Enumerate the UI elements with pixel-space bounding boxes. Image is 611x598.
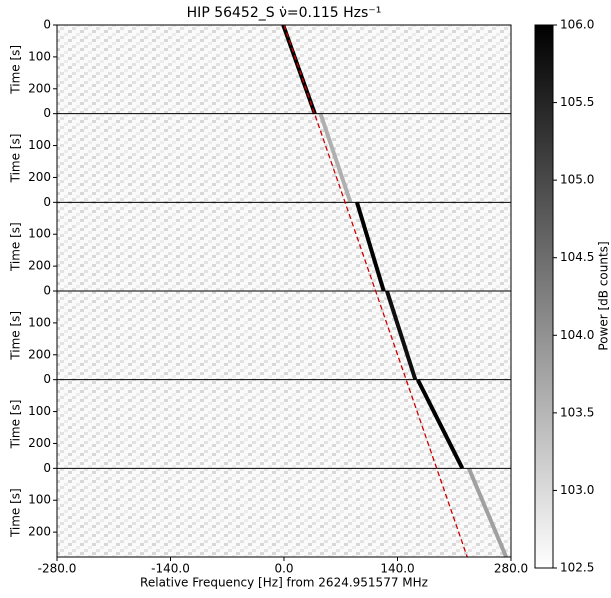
y-tick-label: 200: [28, 170, 51, 184]
y-tick-label: 0: [43, 18, 51, 32]
y-tick-label: 100: [28, 138, 51, 152]
y-tick-label: 100: [28, 315, 51, 329]
y-tick-label: 0: [43, 195, 51, 209]
y-axis-label: Time [s]: [9, 222, 23, 272]
y-tick-label: 200: [28, 81, 51, 95]
y-tick-label: 200: [28, 259, 51, 273]
y-tick-label: 0: [43, 461, 51, 475]
signal-track: [318, 113, 353, 203]
y-tick-label: 100: [28, 493, 51, 507]
colorbar: [534, 24, 554, 569]
signal-track: [385, 290, 418, 381]
x-tick-label: -140.0: [151, 562, 190, 576]
x-axis-label: Relative Frequency [Hz] from 2624.951577…: [140, 576, 428, 590]
y-tick-label: 200: [28, 347, 51, 361]
colorbar-tick-label: 104.0: [560, 328, 594, 342]
x-tick-label: -280.0: [38, 562, 77, 576]
y-tick-label: 0: [43, 106, 51, 120]
signal-track: [415, 378, 465, 470]
colorbar-label: Power [dB counts]: [597, 241, 611, 350]
colorbar-tick-label: 102.5: [560, 561, 594, 575]
y-tick-label: 0: [43, 372, 51, 386]
x-tick-label: 0.0: [274, 562, 293, 576]
colorbar-tick-label: 104.5: [560, 250, 594, 264]
y-axis-label: Time [s]: [9, 488, 23, 538]
colorbar-tick-label: 103.0: [560, 483, 594, 497]
y-tick-label: 200: [28, 525, 51, 539]
signal-track: [281, 24, 317, 115]
drift-line: [283, 24, 468, 558]
y-tick-label: 0: [43, 284, 51, 298]
x-tick-label: 140.0: [380, 562, 414, 576]
colorbar-tick-label: 105.5: [560, 95, 594, 109]
y-axis-label: Time [s]: [9, 45, 23, 95]
y-tick-label: 100: [28, 49, 51, 63]
y-axis-label: Time [s]: [9, 134, 23, 184]
chart-title: HIP 56452_S ν̇=0.115 Hzs⁻¹: [187, 5, 382, 21]
colorbar-tick-label: 106.0: [560, 18, 594, 32]
y-axis-label: Time [s]: [9, 400, 23, 450]
colorbar-tick-label: 103.5: [560, 405, 594, 419]
colorbar-tick-label: 105.0: [560, 173, 594, 187]
y-tick-label: 100: [28, 227, 51, 241]
y-axis-label: Time [s]: [9, 311, 23, 361]
y-tick-label: 200: [28, 436, 51, 450]
y-tick-label: 100: [28, 404, 51, 418]
signal-track: [466, 467, 508, 558]
x-tick-label: 280.0: [494, 562, 528, 576]
signal-track: [355, 201, 386, 292]
